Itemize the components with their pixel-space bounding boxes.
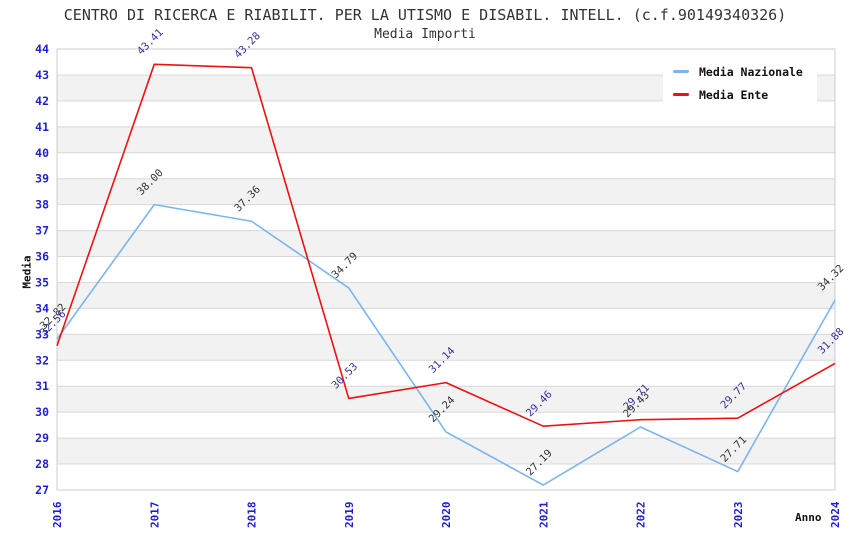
y-tick-label: 37 — [35, 224, 49, 238]
legend: Media Nazionale Media Ente — [663, 56, 817, 112]
plot-band — [57, 178, 835, 205]
y-tick-label: 27 — [35, 483, 49, 497]
legend-swatch-media-ente-icon — [673, 93, 689, 96]
plot-border — [56, 48, 836, 491]
data-label: 43.28 — [232, 30, 263, 61]
plot-band — [57, 386, 835, 413]
y-tick-label: 29 — [35, 431, 49, 445]
legend-swatch-media-nazionale-icon — [673, 70, 689, 73]
y-tick-label: 41 — [35, 120, 49, 134]
y-tick-label: 40 — [35, 146, 49, 160]
plot-band — [57, 438, 835, 465]
series-line-media-ente[interactable] — [56, 63, 836, 427]
legend-item-media-nazionale[interactable]: Media Nazionale — [673, 60, 803, 83]
y-tick-label: 28 — [35, 457, 49, 471]
y-tick-label: 36 — [35, 250, 49, 264]
y-tick-label: 44 — [35, 42, 49, 56]
legend-label-media-nazionale: Media Nazionale — [699, 64, 803, 79]
y-tick-label: 43 — [35, 68, 49, 82]
legend-label-media-ente: Media Ente — [699, 87, 769, 102]
chart-title: CENTRO DI RICERCA E RIABILIT. PER LA UTI… — [63, 6, 787, 24]
plot-band — [57, 282, 835, 309]
plot-band — [57, 230, 835, 257]
x-axis-title: Anno — [795, 511, 822, 524]
y-axis-title: Media — [20, 255, 34, 289]
plot-band — [57, 334, 835, 361]
x-tick-label: 2018 — [246, 502, 259, 529]
x-tick-label: 2022 — [635, 502, 648, 529]
x-tick-label: 2021 — [537, 501, 550, 528]
y-tick-label: 39 — [35, 172, 49, 186]
x-tick-label: 2023 — [732, 502, 745, 529]
y-tick-label: 32 — [35, 353, 49, 367]
y-tick-label: 33 — [35, 327, 49, 341]
x-tick-label: 2020 — [440, 502, 453, 529]
x-tick-label: 2024 — [829, 501, 842, 528]
y-tick-label: 34 — [35, 301, 49, 315]
chart-subtitle: Media Importi — [374, 27, 476, 42]
y-tick-label: 31 — [35, 379, 49, 393]
plot-band — [57, 126, 835, 153]
x-tick-label: 2016 — [51, 501, 64, 528]
y-tick-label: 42 — [35, 94, 49, 108]
y-tick-label: 30 — [35, 405, 49, 419]
y-tick-label: 35 — [35, 275, 49, 289]
legend-item-media-ente[interactable]: Media Ente — [673, 83, 803, 106]
series-line-media-nazionale[interactable] — [56, 203, 836, 486]
x-tick-label: 2019 — [343, 502, 356, 529]
x-tick-label: 2017 — [148, 502, 161, 529]
y-tick-label: 38 — [35, 198, 49, 212]
data-label: 43.41 — [135, 27, 166, 58]
